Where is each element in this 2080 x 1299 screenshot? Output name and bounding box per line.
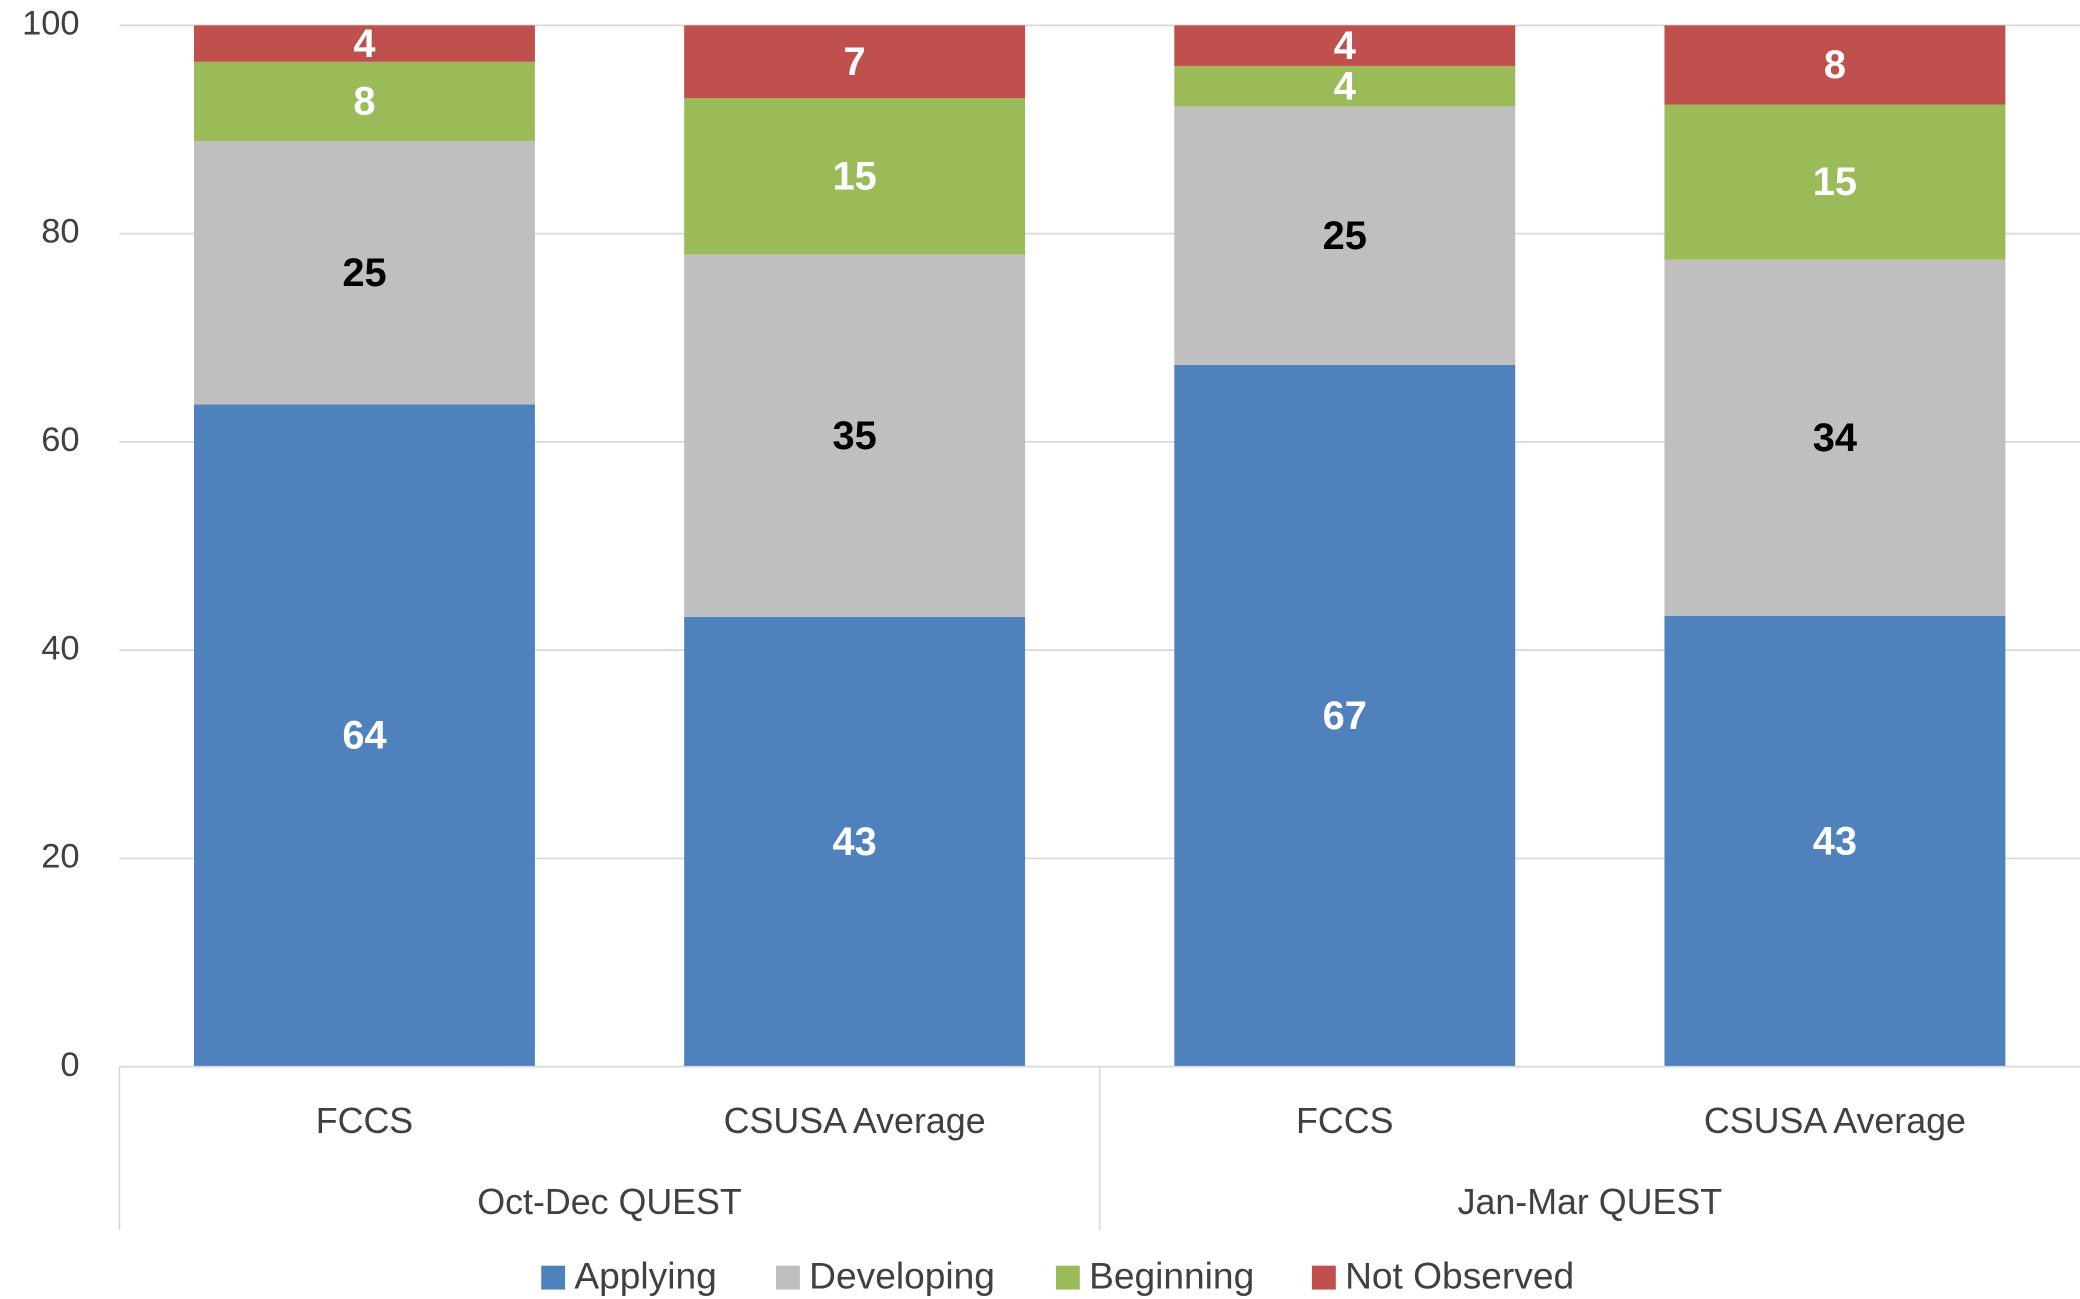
bar-segment bbox=[1664, 104, 2006, 260]
y-tick-label: 0 bbox=[60, 1046, 79, 1084]
legend-swatch bbox=[1055, 1265, 1080, 1290]
y-tick-label: 20 bbox=[41, 838, 79, 876]
bar-segment bbox=[684, 254, 1026, 617]
data-label: 43 bbox=[1813, 819, 1857, 863]
bar-segment bbox=[194, 404, 535, 1067]
data-label: 15 bbox=[832, 155, 876, 199]
bar-segment bbox=[684, 25, 1026, 99]
data-label: 8 bbox=[353, 80, 375, 124]
bar-segment bbox=[1174, 65, 1516, 107]
data-label: 67 bbox=[1323, 694, 1367, 738]
legend-label: Not Observed bbox=[1345, 1255, 1574, 1297]
x-tick-label: CSUSA Average bbox=[724, 1101, 986, 1141]
y-tick-label: 60 bbox=[41, 421, 79, 459]
data-label: 43 bbox=[832, 820, 876, 864]
bar-segment bbox=[684, 616, 1026, 1067]
data-label: 4 bbox=[1334, 24, 1356, 68]
data-label: 4 bbox=[353, 22, 375, 66]
y-tick-label: 40 bbox=[41, 629, 79, 667]
bar-segment bbox=[1174, 25, 1516, 66]
data-label: 7 bbox=[844, 40, 866, 84]
bar-segment bbox=[1174, 106, 1516, 365]
bar-segment bbox=[1664, 615, 2006, 1067]
data-label: 64 bbox=[342, 714, 386, 758]
legend-label: Beginning bbox=[1089, 1255, 1254, 1297]
data-label: 34 bbox=[1813, 416, 1857, 460]
data-label: 25 bbox=[342, 251, 386, 295]
bar-segment bbox=[1664, 25, 2006, 105]
bar-segment bbox=[1174, 364, 1516, 1067]
x-tick-label: CSUSA Average bbox=[1704, 1101, 1966, 1141]
legend-swatch bbox=[776, 1265, 800, 1290]
bar-segment bbox=[194, 140, 535, 405]
y-tick-label: 100 bbox=[22, 4, 80, 42]
bar-segment bbox=[1664, 259, 2006, 616]
x-tick-label: FCCS bbox=[1296, 1101, 1393, 1141]
y-tick-label: 80 bbox=[41, 213, 79, 251]
bar-segment bbox=[194, 61, 535, 141]
data-label: 35 bbox=[832, 414, 876, 458]
data-label: 4 bbox=[1334, 64, 1356, 108]
legend-label: Applying bbox=[574, 1255, 716, 1297]
legend-label: Developing bbox=[809, 1255, 995, 1297]
legend-swatch bbox=[1311, 1265, 1336, 1290]
data-label: 15 bbox=[1813, 160, 1857, 204]
bar-segment bbox=[684, 98, 1026, 255]
bar-segment bbox=[194, 25, 535, 62]
group-label: Oct-Dec QUEST bbox=[477, 1182, 742, 1222]
data-label: 8 bbox=[1824, 43, 1846, 87]
x-tick-label: FCCS bbox=[316, 1101, 413, 1141]
data-label: 25 bbox=[1323, 214, 1367, 258]
group-label: Jan-Mar QUEST bbox=[1458, 1182, 1723, 1222]
legend-swatch bbox=[541, 1265, 566, 1290]
